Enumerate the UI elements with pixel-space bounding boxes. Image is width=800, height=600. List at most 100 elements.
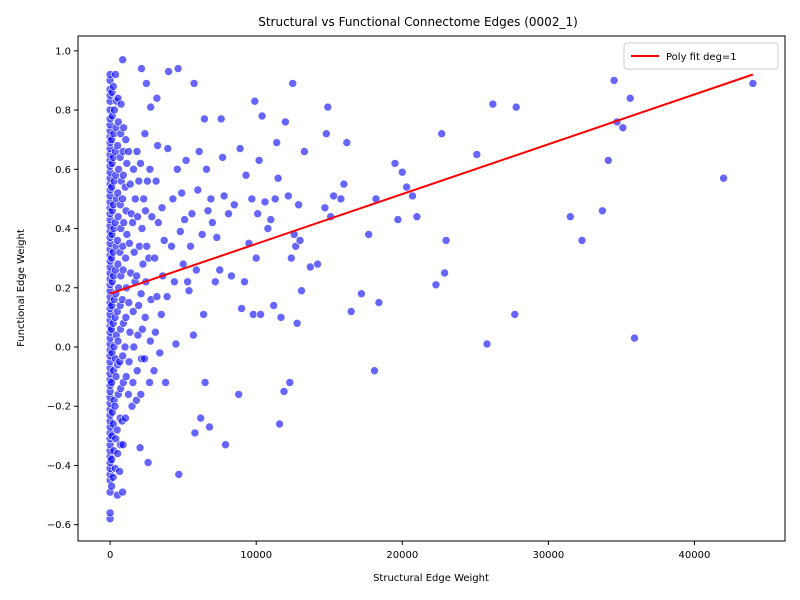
data-point [116,99,126,109]
data-point [173,165,182,174]
y-axis-ticks: −0.6 −0.4 −0.2 0.0 0.2 0.4 0.6 0.8 1.0 [47,46,78,531]
data-point [336,194,346,204]
data-point [257,111,267,121]
data-point [630,333,639,343]
data-point [440,268,449,278]
data-point [254,156,264,165]
data-point [168,194,178,204]
data-point [276,313,286,322]
data-point [142,242,151,251]
data-point [143,176,152,186]
data-point [128,218,137,227]
data-point [127,401,137,411]
data-point [167,242,176,251]
data-point [272,138,282,147]
data-point [180,215,189,224]
data-point [124,147,133,156]
data-point [218,153,227,162]
data-point [111,434,120,444]
y-tick-label: −0.2 [47,402,71,413]
data-point [263,224,273,233]
data-point [212,233,222,242]
data-point [224,209,233,218]
data-point [152,292,162,301]
data-point [748,79,758,88]
data-point [472,150,482,159]
y-tick-label: 0.6 [55,165,71,176]
data-point [121,253,130,263]
legend-fit-label: Poly fit deg=1 [666,52,737,63]
data-point [219,191,229,201]
data-point [294,200,303,210]
data-point [241,170,251,180]
data-point [152,93,162,103]
x-axis-label: Structural Edge Weight [373,573,489,584]
data-point [200,114,209,124]
data-point [163,144,173,153]
data-point [412,212,422,221]
data-point [133,330,143,340]
data-point [193,185,203,195]
data-point [135,443,145,453]
plot-area-frame [77,35,786,542]
data-point [125,239,134,248]
data-point [285,378,295,387]
data-point [157,310,166,319]
data-point [200,378,210,387]
data-point [247,194,257,204]
data-point [189,79,199,88]
data-point [176,227,185,236]
data-point [113,336,123,346]
data-point [609,76,619,85]
y-tick-label: −0.6 [47,520,71,531]
data-point [159,236,169,245]
data-point [288,79,298,88]
data-point [142,79,151,88]
data-point [339,179,349,189]
data-point [112,425,122,435]
data-point [603,156,613,165]
data-point [139,194,148,204]
data-point [147,212,157,221]
data-point [109,82,118,91]
data-point [124,390,133,399]
y-tick-label: 0.2 [55,283,71,294]
data-point [129,342,139,352]
data-point [114,165,123,174]
data-point [408,191,417,201]
data-point [107,455,116,464]
data-point [273,173,283,183]
data-point [137,224,147,233]
data-point [107,481,116,491]
data-point [230,200,239,210]
data-point [155,348,165,358]
data-point [184,286,194,296]
data-point [197,230,207,239]
data-point [374,298,384,307]
data-point [108,472,118,482]
data-point [146,336,155,346]
data-point [397,167,407,177]
data-point [132,271,141,281]
data-point [113,188,122,198]
data-point [283,191,293,201]
data-point [270,194,280,204]
data-point [120,342,130,352]
data-point [136,159,145,168]
data-point [625,93,635,103]
data-point [128,378,138,387]
data-point [329,191,338,201]
data-point [279,387,289,396]
y-tick-label: 0.0 [55,342,71,353]
data-point [138,324,147,334]
data-point [110,105,119,115]
data-point [300,147,309,156]
data-point [135,242,144,251]
data-point [133,212,142,221]
data-point [437,129,447,138]
data-point [240,277,249,287]
data-point [136,390,146,399]
data-point [482,339,492,349]
data-point [113,141,122,150]
